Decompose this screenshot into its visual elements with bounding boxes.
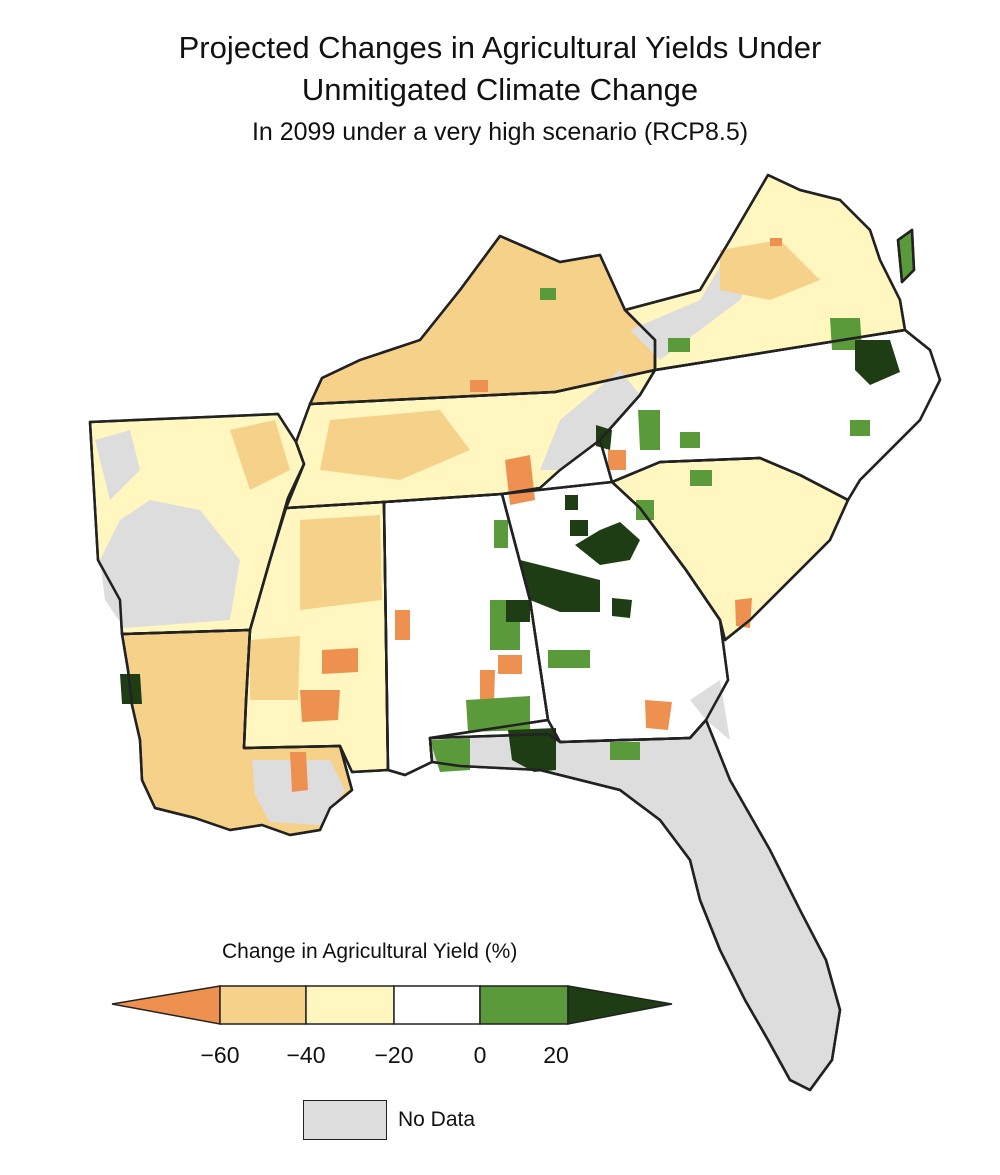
legend-title: Change in Agricultural Yield (%) bbox=[222, 940, 518, 963]
legend-bin-3 bbox=[305, 985, 395, 1025]
legend-bin-highest bbox=[567, 985, 673, 1025]
strong-decline-areas bbox=[290, 238, 782, 792]
legend-bin-2 bbox=[219, 985, 307, 1025]
moderate-increase-areas bbox=[430, 288, 870, 772]
state-borders bbox=[88, 173, 942, 1092]
legend-bin-5 bbox=[479, 985, 569, 1025]
legend-tick: −20 bbox=[374, 1042, 414, 1068]
map-title-line-2: Unmitigated Climate Change bbox=[301, 72, 699, 107]
no-data-label: No Data bbox=[398, 1108, 476, 1131]
legend-tick: 0 bbox=[473, 1042, 487, 1068]
moderate-decline-areas bbox=[140, 240, 820, 790]
legend-bin-4 bbox=[393, 985, 481, 1025]
legend-tick: −60 bbox=[200, 1042, 240, 1068]
legend-tick: −40 bbox=[286, 1042, 326, 1068]
legend-bin-lowest bbox=[111, 985, 221, 1025]
no-data-regions bbox=[95, 250, 760, 825]
map-title: Projected Changes in Agricultural Yields… bbox=[178, 30, 822, 65]
legend-colorbar bbox=[111, 985, 673, 1025]
legend-tick: 20 bbox=[543, 1042, 569, 1068]
no-data-swatch bbox=[303, 1100, 387, 1140]
map-subtitle: In 2099 under a very high scenario (RCP8… bbox=[251, 118, 749, 146]
state-florida bbox=[428, 718, 842, 1092]
